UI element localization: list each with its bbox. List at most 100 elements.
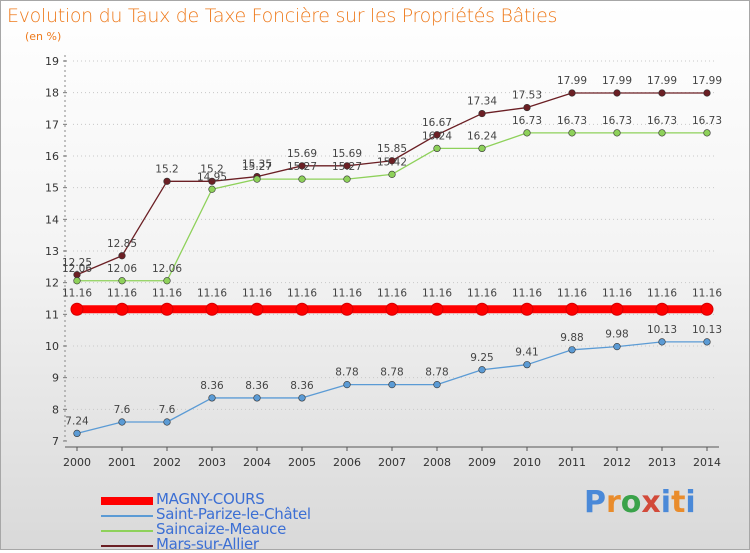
- point-mars-sur-allier-2014: [703, 89, 711, 97]
- x-tick-label-2005: 2005: [288, 456, 316, 469]
- x-tick-label-2006: 2006: [333, 456, 361, 469]
- chart-title: Evolution du Taux de Taxe Foncière sur l…: [7, 5, 558, 27]
- x-tick-label-2011: 2011: [558, 456, 586, 469]
- data-label-saint-parize-le-chatel-2014: 10.13: [692, 324, 722, 336]
- x-tick-label-2008: 2008: [423, 456, 451, 469]
- data-label-magny-cours-2013: 11.16: [647, 287, 677, 299]
- data-label-saint-parize-le-chatel-2012: 9.98: [605, 329, 628, 341]
- data-label-magny-cours-2006: 11.16: [332, 287, 362, 299]
- y-tick-label-11: 11: [45, 308, 59, 321]
- point-saincaize-meauce-2000: [73, 277, 81, 285]
- legend-label-saint-parize: Saint-Parize-le-Châtel: [156, 505, 311, 523]
- data-label-saint-parize-le-chatel-2007: 8.78: [380, 367, 403, 379]
- data-label-saincaize-meauce-2000: 12.06: [62, 263, 92, 275]
- point-saint-parize-le-chatel-2008: [433, 381, 441, 389]
- data-label-magny-cours-2000: 11.16: [62, 287, 92, 299]
- point-magny-cours-2014: [700, 302, 714, 316]
- data-label-mars-sur-allier-2005: 15.69: [287, 148, 317, 160]
- legend-label-mars-sur-allier: Mars-sur-Allier: [156, 535, 259, 553]
- data-label-mars-sur-allier-2012: 17.99: [602, 75, 632, 87]
- data-label-mars-sur-allier-2007: 15.85: [377, 143, 407, 155]
- point-saincaize-meauce-2002: [163, 277, 171, 285]
- data-label-saint-parize-le-chatel-2011: 9.88: [560, 332, 583, 344]
- y-tick-label-16: 16: [45, 150, 59, 163]
- point-saint-parize-le-chatel-2010: [523, 361, 531, 369]
- data-label-saincaize-meauce-2007: 15.42: [377, 156, 407, 168]
- data-label-mars-sur-allier-2001: 12.85: [107, 238, 137, 250]
- data-label-magny-cours-2002: 11.16: [152, 287, 182, 299]
- legend-swatch-magny-cours: [101, 497, 153, 505]
- y-tick-label-13: 13: [45, 245, 59, 258]
- data-label-saincaize-meauce-2011: 16.73: [557, 115, 587, 127]
- point-saincaize-meauce-2008: [433, 144, 441, 152]
- legend-swatch-mars-sur-allier: [101, 545, 153, 547]
- y-tick-label-8: 8: [52, 403, 59, 416]
- legend-label-saincaize-meauce: Saincaize-Meauce: [156, 520, 287, 538]
- axis-layer: 7 8 9 10 11 12 13 14 15 16 17 18 19 2000 2001 2002 2003 2…: [45, 55, 721, 469]
- point-saint-parize-le-chatel-2002: [163, 418, 171, 426]
- point-saint-parize-le-chatel-2009: [478, 366, 486, 374]
- data-label-magny-cours-2007: 11.16: [377, 287, 407, 299]
- x-tick-label-2003: 2003: [198, 456, 226, 469]
- point-magny-cours-2002: [160, 302, 174, 316]
- point-magny-cours-2009: [475, 302, 489, 316]
- proxiti-logo: Proxiti: [584, 485, 696, 520]
- data-label-magny-cours-2008: 11.16: [422, 287, 452, 299]
- data-label-saincaize-meauce-2002: 12.06: [152, 263, 182, 275]
- data-label-saincaize-meauce-2003: 14.95: [197, 171, 227, 183]
- data-label-magny-cours-2003: 11.16: [197, 287, 227, 299]
- point-saincaize-meauce-2011: [568, 129, 576, 137]
- x-tick-label-2001: 2001: [108, 456, 136, 469]
- point-magny-cours-2001: [115, 302, 129, 316]
- point-saint-parize-le-chatel-2012: [613, 343, 621, 351]
- data-label-mars-sur-allier-2000: 12.25: [62, 257, 92, 269]
- point-magny-cours-2008: [430, 302, 444, 316]
- data-label-magny-cours-2014: 11.16: [692, 287, 722, 299]
- data-label-saint-parize-le-chatel-2002: 7.6: [159, 404, 176, 416]
- point-saincaize-meauce-2014: [703, 129, 711, 137]
- point-magny-cours-2003: [205, 302, 219, 316]
- data-label-mars-sur-allier-2004: 15.35: [242, 159, 272, 171]
- point-mars-sur-allier-2009: [478, 109, 486, 118]
- data-label-saincaize-meauce-2014: 16.73: [692, 115, 722, 127]
- point-saincaize-meauce-2013: [658, 129, 666, 137]
- y-tick-label-14: 14: [45, 213, 59, 226]
- point-magny-cours-2007: [385, 302, 399, 316]
- point-mars-sur-allier-2006: [343, 162, 351, 170]
- x-tick-label-2014: 2014: [693, 456, 721, 469]
- data-label-mars-sur-allier-2010: 17.53: [512, 90, 542, 102]
- point-magny-cours-2006: [340, 302, 354, 316]
- data-label-saint-parize-le-chatel-2008: 8.78: [425, 367, 448, 379]
- x-tick-label-2010: 2010: [513, 456, 541, 469]
- data-label-mars-sur-allier-2013: 17.99: [647, 75, 677, 87]
- point-magny-cours-2012: [610, 302, 624, 316]
- series-layer: [70, 89, 714, 438]
- data-label-saincaize-meauce-2009: 16.24: [467, 130, 497, 142]
- data-label-mars-sur-allier-2008: 16.67: [422, 117, 452, 129]
- grid-layer: [73, 60, 717, 410]
- data-label-saint-parize-le-chatel-2000: 7.24: [65, 415, 89, 427]
- data-label-magny-cours-2009: 11.16: [467, 287, 497, 299]
- data-label-mars-sur-allier-2006: 15.69: [332, 148, 362, 160]
- data-label-magny-cours-2011: 11.16: [557, 287, 587, 299]
- x-tick-label-2000: 2000: [63, 456, 91, 469]
- x-tick-label-2007: 2007: [378, 456, 406, 469]
- data-label-saincaize-meauce-2001: 12.06: [107, 263, 137, 275]
- point-saincaize-meauce-2007: [388, 170, 396, 178]
- legend-swatch-saint-parize: [101, 515, 153, 517]
- point-magny-cours-2011: [565, 302, 579, 316]
- point-saint-parize-le-chatel-2014: [703, 338, 711, 346]
- data-label-magny-cours-2001: 11.16: [107, 287, 137, 299]
- x-tick-label-2004: 2004: [243, 456, 271, 469]
- y-tick-label-18: 18: [45, 87, 59, 100]
- data-label-saint-parize-le-chatel-2013: 10.13: [647, 324, 677, 336]
- y-tick-label-9: 9: [52, 372, 59, 385]
- data-label-magny-cours-2005: 11.16: [287, 287, 317, 299]
- point-mars-sur-allier-2001: [118, 252, 126, 260]
- data-label-saint-parize-le-chatel-2006: 8.78: [335, 367, 358, 379]
- point-mars-sur-allier-2002: [163, 177, 171, 185]
- point-saincaize-meauce-2001: [118, 277, 126, 285]
- data-label-saincaize-meauce-2004: 15.27: [242, 161, 272, 173]
- data-label-magny-cours-2012: 11.16: [602, 287, 632, 299]
